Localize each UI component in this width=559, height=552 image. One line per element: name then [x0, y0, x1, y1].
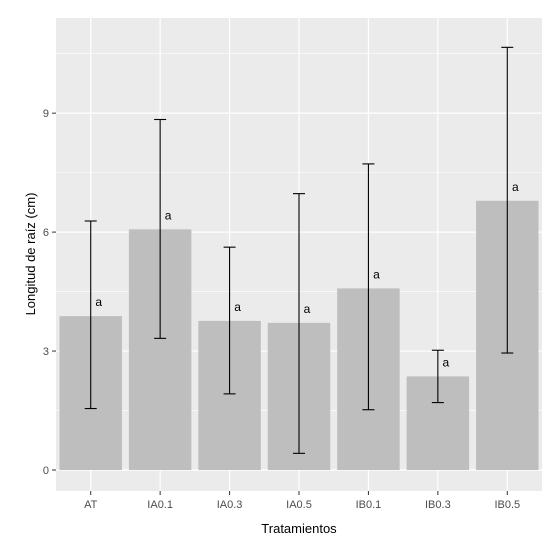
data-label-IB0.1: a [373, 267, 380, 281]
y-tick-label: 3 [43, 346, 49, 358]
x-tick-label: IA0.1 [147, 499, 173, 511]
x-tick-label: IB0.1 [356, 499, 382, 511]
errorbar-IA0.5 [293, 193, 305, 454]
errorbar-AT [84, 220, 97, 410]
y-axis-title: Longitud de raíz (cm) [23, 193, 38, 316]
y-tick-label: 9 [43, 108, 49, 120]
data-label-IA0.3: a [234, 300, 241, 314]
x-axis: AT IA0.1 IA0.3 IA0.5 IB0.1 IB0.3 IB0.5 [84, 491, 520, 511]
errorbar-IB0.1 [362, 163, 375, 411]
data-label-IA0.1: a [165, 208, 172, 222]
y-tick-label: 0 [43, 465, 49, 477]
errorbar-IA0.3 [223, 246, 236, 395]
x-tick-label: AT [84, 499, 98, 511]
errorbar-IB0.3 [431, 349, 444, 404]
y-tick-label: 6 [43, 227, 49, 239]
x-tick-label: IB0.3 [425, 499, 451, 511]
data-label-IB0.3: a [443, 355, 450, 369]
data-labels: a a a a a a a [95, 180, 519, 370]
x-tick-label: IB0.5 [494, 499, 520, 511]
data-label-IB0.5: a [512, 180, 519, 194]
x-tick-label: IA0.3 [217, 499, 243, 511]
x-axis-title: Tratamientos [261, 521, 337, 536]
x-tick-label: IA0.5 [286, 499, 312, 511]
data-label-IA0.5: a [304, 302, 311, 316]
error-bars [84, 46, 514, 454]
errorbar-IA0.1 [154, 118, 167, 339]
errorbar-IB0.5 [501, 46, 514, 354]
data-label-AT: a [95, 295, 102, 309]
y-axis: 0 3 6 9 [43, 108, 56, 477]
